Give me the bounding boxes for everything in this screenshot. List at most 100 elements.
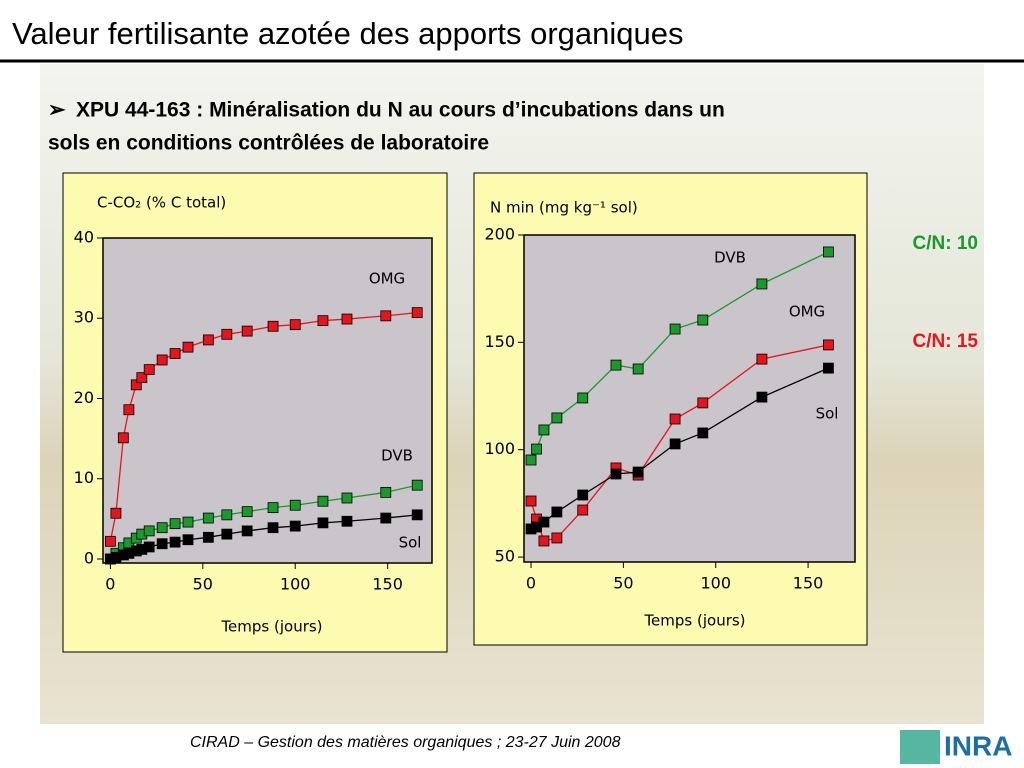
marker — [823, 246, 834, 258]
marker — [130, 379, 142, 391]
series-label: Sol — [816, 405, 839, 423]
marker — [156, 354, 168, 366]
marker — [823, 339, 834, 351]
marker — [182, 341, 194, 353]
x-tick-label: 50 — [613, 574, 633, 593]
marker — [577, 504, 589, 516]
marker — [143, 541, 155, 553]
marker — [610, 359, 622, 371]
marker — [697, 397, 709, 409]
y-tick-label: 200 — [484, 225, 515, 244]
marker — [221, 528, 233, 540]
x-axis-label: Temps (jours) — [643, 612, 745, 630]
cn-label: C/N: 15 — [913, 331, 979, 352]
marker — [538, 516, 550, 528]
y-tick-label: 50 — [495, 547, 515, 566]
series-label: Sol — [399, 534, 422, 552]
marker — [380, 512, 392, 524]
marker — [289, 520, 301, 532]
logo: INRA — [900, 730, 1012, 764]
bullet-line: sols en conditions contrôlées de laborat… — [48, 132, 489, 155]
x-tick-label: 150 — [793, 574, 824, 593]
series-label: OMG — [789, 303, 825, 321]
marker — [182, 516, 194, 528]
marker — [221, 328, 233, 340]
marker — [169, 518, 181, 530]
y-axis-label: N min (mg kg⁻¹ sol) — [490, 199, 638, 217]
y-tick-label: 20 — [74, 388, 94, 407]
plot-area — [523, 234, 856, 563]
marker — [289, 319, 301, 331]
marker — [182, 534, 194, 546]
marker — [267, 502, 279, 514]
marker — [317, 517, 329, 529]
x-tick-label: 0 — [105, 575, 115, 594]
marker — [123, 404, 135, 416]
marker — [823, 362, 834, 374]
x-tick-label: 100 — [700, 574, 731, 593]
footer: CIRAD – Gestion des matières organiques … — [190, 734, 621, 751]
marker — [538, 535, 550, 547]
marker — [341, 313, 353, 325]
marker — [411, 509, 423, 521]
marker — [221, 509, 233, 521]
marker — [531, 443, 542, 455]
marker — [380, 486, 392, 498]
marker — [756, 353, 768, 365]
marker — [156, 538, 168, 550]
x-tick-label: 100 — [280, 575, 311, 594]
marker — [289, 499, 301, 511]
marker — [669, 413, 681, 425]
y-axis-label: C-CO₂ (% C total) — [97, 194, 226, 212]
marker — [697, 427, 709, 439]
marker — [169, 348, 181, 359]
marker — [241, 525, 253, 537]
marker — [341, 515, 353, 527]
x-tick-label: 50 — [193, 575, 213, 594]
cn-label: C/N: 10 — [913, 233, 978, 254]
marker — [380, 310, 392, 322]
marker — [136, 372, 148, 384]
marker — [538, 424, 550, 436]
series-label: OMG — [369, 270, 405, 288]
series-label: DVB — [714, 249, 746, 267]
x-tick-label: 150 — [372, 575, 403, 594]
marker — [241, 506, 253, 518]
marker — [202, 334, 214, 346]
logo-mark — [900, 730, 940, 764]
marker — [525, 495, 537, 507]
marker — [525, 454, 537, 466]
y-tick-label: 0 — [84, 548, 94, 567]
y-tick-label: 40 — [74, 228, 94, 247]
logo-text: INRA — [944, 730, 1012, 761]
y-tick-label: 100 — [484, 439, 515, 458]
marker — [697, 314, 709, 326]
marker — [202, 531, 214, 543]
y-tick-label: 30 — [74, 308, 94, 327]
title-band — [0, 0, 1024, 60]
x-tick-label: 0 — [526, 574, 536, 593]
marker — [411, 307, 423, 319]
y-tick-label: 10 — [74, 468, 94, 487]
marker — [551, 532, 563, 544]
y-tick-label: 150 — [484, 332, 515, 351]
marker — [317, 315, 329, 327]
marker — [169, 536, 181, 548]
marker — [341, 492, 353, 504]
marker — [110, 507, 122, 519]
marker — [156, 522, 168, 534]
marker — [577, 489, 589, 501]
marker — [551, 506, 563, 518]
marker — [267, 522, 279, 534]
marker — [610, 468, 622, 480]
marker — [577, 392, 589, 404]
bullet-arrow: ➢ — [48, 99, 66, 122]
marker — [756, 391, 768, 403]
marker — [117, 432, 129, 444]
bullet-line: XPU 44-163 : Minéralisation du N au cour… — [76, 99, 725, 122]
marker — [317, 495, 329, 507]
marker — [669, 438, 681, 450]
marker — [143, 364, 155, 376]
